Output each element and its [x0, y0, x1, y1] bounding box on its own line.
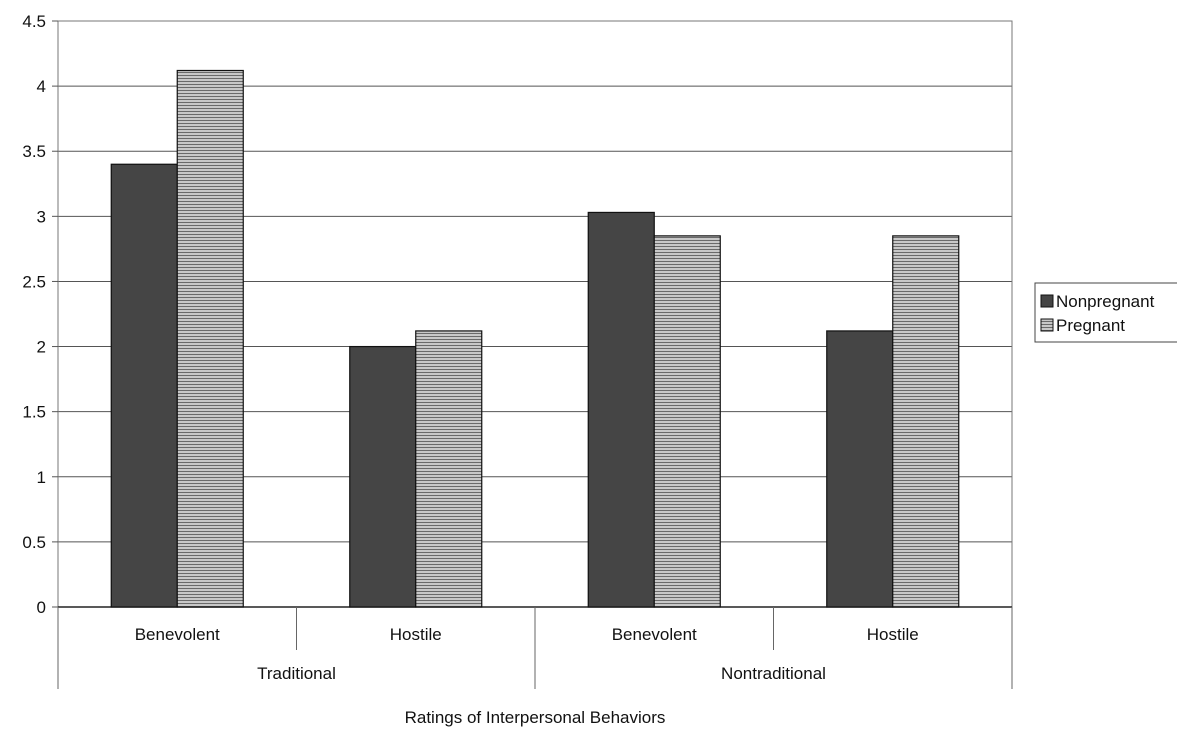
x-category-label: Hostile [867, 625, 919, 644]
y-tick-label: 2.5 [22, 272, 46, 291]
y-tick-label: 4 [37, 77, 46, 96]
x-axis-title: Ratings of Interpersonal Behaviors [405, 708, 666, 727]
x-group-label: Nontraditional [721, 664, 826, 683]
x-category-label: Hostile [390, 625, 442, 644]
bar-pregnant [892, 235, 960, 608]
y-tick-label: 2 [37, 338, 46, 357]
bar-pregnant [176, 69, 244, 608]
bars [110, 69, 960, 608]
axis-labels: 0 0.5 1 1.5 2 2.5 3 3.5 4 4.5 Benevolent Hostile Ben… [22, 12, 918, 683]
y-tick-label: 3.5 [22, 142, 46, 161]
legend-label-nonpregnant: Nonpregnant [1056, 292, 1155, 311]
y-tick-label: 0.5 [22, 533, 46, 552]
legend-label-pregnant: Pregnant [1056, 316, 1125, 335]
y-tick-label: 0 [37, 598, 46, 617]
bar-nonpregnant [349, 345, 417, 608]
y-tick-label: 1.5 [22, 403, 46, 422]
x-category-label: Benevolent [612, 625, 697, 644]
legend: Nonpregnant Pregnant [1034, 282, 1177, 343]
x-group-label: Traditional [257, 664, 336, 683]
y-tick-label: 3 [37, 207, 46, 226]
legend-swatch-nonpregnant [1040, 294, 1054, 308]
bar-nonpregnant [587, 211, 655, 608]
bar-nonpregnant [110, 163, 178, 608]
bar-pregnant [653, 235, 721, 608]
bar-pregnant [415, 330, 483, 608]
legend-swatch-pregnant [1040, 318, 1054, 332]
x-category-label: Benevolent [135, 625, 220, 644]
y-tick-label: 4.5 [22, 12, 46, 31]
bar-nonpregnant [826, 330, 894, 608]
legend-box [1034, 282, 1177, 343]
y-tick-label: 1 [37, 468, 46, 487]
